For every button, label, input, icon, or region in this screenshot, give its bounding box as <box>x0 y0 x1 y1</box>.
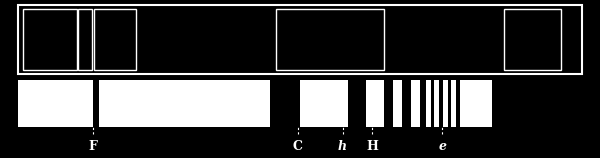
Bar <box>23 9 77 70</box>
Bar <box>504 9 561 70</box>
Bar <box>366 80 384 127</box>
Bar <box>78 9 92 70</box>
Text: H: H <box>366 140 378 153</box>
Bar <box>300 80 348 127</box>
Bar <box>451 80 456 127</box>
Bar <box>18 80 93 127</box>
Bar <box>393 80 402 127</box>
Bar <box>18 5 582 74</box>
Bar <box>411 80 420 127</box>
Bar <box>434 80 439 127</box>
Text: F: F <box>89 140 97 153</box>
Bar <box>426 80 431 127</box>
Bar <box>460 80 492 127</box>
Bar <box>94 9 136 70</box>
Bar <box>99 80 270 127</box>
Bar <box>276 9 384 70</box>
Bar <box>443 80 448 127</box>
Text: h: h <box>338 140 347 153</box>
Text: e: e <box>438 140 446 153</box>
Text: C: C <box>293 140 302 153</box>
